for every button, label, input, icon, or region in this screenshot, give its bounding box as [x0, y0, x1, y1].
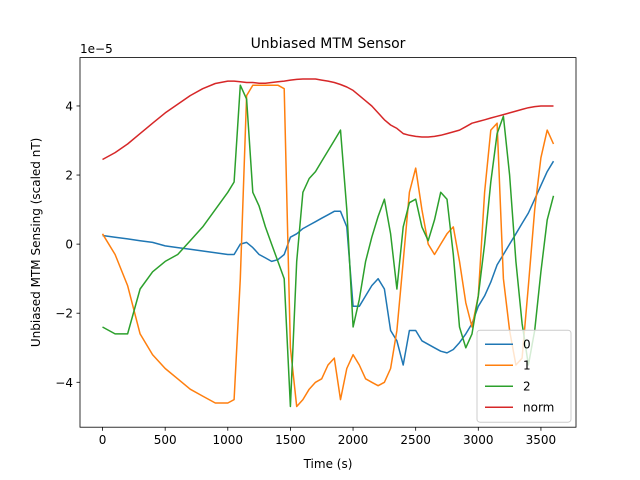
legend-box [476, 329, 572, 423]
y-tick-label: 0 [65, 238, 73, 252]
legend-label-0: 0 [523, 338, 531, 352]
chart-title: Unbiased MTM Sensor [251, 36, 406, 52]
x-tick-label: 1000 [213, 433, 244, 447]
series-line-norm [102, 78, 554, 161]
x-axis-title: Time (s) [303, 457, 353, 471]
y-axis-title: Unbiased MTM Sensing (scaled nT) [29, 138, 43, 348]
x-tick-label: 3000 [463, 433, 494, 447]
x-tick-label: 500 [154, 433, 177, 447]
x-tick-label: 1500 [275, 433, 306, 447]
y-tick-label: 4 [65, 99, 73, 113]
x-tick-label: 0 [99, 433, 107, 447]
series-line-1 [101, 84, 555, 408]
series-line-2 [102, 84, 555, 408]
x-tick-label: 2000 [338, 433, 369, 447]
plot-frame [79, 57, 577, 428]
series-line-0 [102, 160, 555, 366]
legend-label-2: 2 [523, 380, 531, 394]
y-scale-label: 1e−5 [80, 42, 113, 56]
x-tick-label: 3500 [526, 433, 557, 447]
series-layer [101, 78, 555, 408]
y-tick-label: −2 [55, 307, 73, 321]
x-tick-label: 2500 [400, 433, 431, 447]
y-tick-label: 2 [65, 169, 73, 183]
legend: 0 1 2 norm [476, 329, 572, 423]
x-axis: 0 500 1000 1500 2000 2500 3000 3500 [99, 427, 556, 447]
y-tick-label: −4 [55, 376, 73, 390]
legend-label-1: 1 [523, 359, 531, 373]
legend-label-norm: norm [523, 401, 554, 415]
y-axis: −4 −2 0 2 4 [55, 99, 80, 390]
